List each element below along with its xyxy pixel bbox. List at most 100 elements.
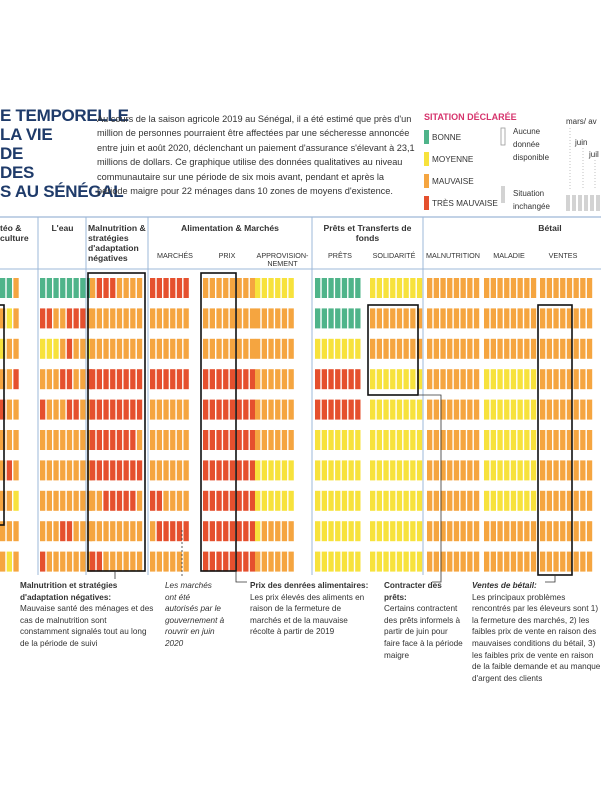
cell-ventes-r6-c2: [546, 430, 552, 450]
cell-malnutrition-r3-c1: [90, 338, 96, 359]
cell-maladie-r9-c7: [524, 521, 530, 542]
cell-approvisionnement-r7-c1: [255, 460, 261, 481]
cell-marches-r2-c1: [150, 308, 156, 329]
cell-prix-r7-c3: [216, 460, 222, 481]
cell-malnutrition-r7-c3: [103, 460, 109, 481]
cell-malnutrition-r9-c4: [110, 521, 116, 542]
cell-solidarite-r6-c6: [403, 430, 409, 450]
cell-eau-r6-c3: [53, 430, 59, 450]
cell-malnutrition-r5-c2: [96, 399, 102, 420]
legend-swatch-3: [424, 174, 429, 188]
cell-maladie-r9-c2: [490, 521, 496, 542]
cell-ventes-r7-c4: [560, 460, 566, 481]
cell-malnutrition-r1-c4: [110, 278, 116, 298]
cell-prets-r5-c6: [348, 399, 354, 420]
cell-prets-r3-c7: [355, 338, 361, 359]
cell-solidarite-r7-c5: [396, 460, 403, 481]
cell-prets-r9-c7: [355, 521, 361, 542]
cell-marches-r6-c5: [176, 430, 183, 450]
cell-eau-r6-c1: [40, 430, 46, 450]
cell-maladie-r3-c4: [504, 338, 510, 359]
cell-eau-r8-c8: [86, 490, 93, 511]
cell-betail-malnutrition-r2-c8: [473, 308, 480, 329]
cell-eau-r1-c7: [80, 278, 86, 298]
legend-month-cell-3: [578, 195, 582, 211]
cell-prix-r7-c7: [243, 460, 249, 481]
cell-ventes-r9-c2: [546, 521, 552, 542]
cell-betail-malnutrition-r4-c1: [427, 369, 433, 390]
cell-approvisionnement-r1-c3: [268, 278, 274, 298]
cell-maladie-r1-c8: [530, 278, 537, 298]
cell-solidarite-r3-c2: [376, 338, 382, 359]
cell-eau-r9-c1: [40, 521, 46, 542]
cell-prets-r5-c5: [341, 399, 348, 420]
cell-marches-r3-c4: [170, 338, 176, 359]
cell-prix-r8-c3: [216, 490, 222, 511]
cell-maladie-r10-c8: [530, 551, 537, 572]
cell-solidarite-r5-c2: [376, 399, 382, 420]
cell-betail-malnutrition-r6-c6: [460, 430, 466, 450]
cell-ventes-r8-c8: [586, 490, 593, 511]
cell-betail-malnutrition-r2-c3: [440, 308, 446, 329]
cell-marches-r8-c6: [183, 490, 189, 511]
chart-description: Au cours de la saison agricole 2019 au S…: [97, 114, 415, 197]
cell-maladie-r2-c6: [517, 308, 523, 329]
cell-prets-r7-c5: [341, 460, 348, 481]
cell-prix-r2-c6: [236, 308, 242, 329]
cell-prets-r10-c4: [335, 551, 341, 572]
cell-marches-r4-c4: [170, 369, 176, 390]
cell-eau-r1-c2: [46, 278, 52, 298]
cell-maladie-r7-c5: [510, 460, 517, 481]
cell-malnutrition-r4-c6: [123, 369, 129, 390]
cell-approvisionnement-r4-c1: [255, 369, 261, 390]
cell-eau-r8-c4: [60, 490, 66, 511]
cell-solidarite-r5-c1: [370, 399, 376, 420]
cell-prix-r6-c1: [203, 430, 209, 450]
cell-ventes-r1-c1: [540, 278, 546, 298]
cell-prix-r4-c6: [236, 369, 242, 390]
cell-solidarite-r8-c6: [403, 490, 409, 511]
cell-prets-r3-c6: [348, 338, 354, 359]
cell-prix-r1-c6: [236, 278, 242, 298]
cell-eau-r3-c2: [46, 338, 52, 359]
cell-ventes-r9-c3: [553, 521, 559, 542]
cell-ventes-r3-c7: [580, 338, 586, 359]
cell-ventes-r5-c2: [546, 399, 552, 420]
cell-meteo-r2-c2: [6, 308, 12, 329]
cell-prets-r2-c5: [341, 308, 348, 329]
cell-eau-r6-c5: [66, 430, 73, 450]
cell-approvisionnement-r2-c4: [275, 308, 281, 329]
cell-maladie-r8-c2: [490, 490, 496, 511]
cell-marches-r5-c4: [170, 399, 176, 420]
cell-betail-malnutrition-r10-c3: [440, 551, 446, 572]
cell-meteo-r10-c2: [6, 551, 12, 572]
cell-maladie-r4-c1: [484, 369, 490, 390]
cell-betail-malnutrition-r1-c3: [440, 278, 446, 298]
cell-meteo-r8-c1: [0, 490, 6, 511]
cell-prix-r6-c3: [216, 430, 222, 450]
cell-approvisionnement-r6-c5: [281, 430, 288, 450]
cell-maladie-r9-c5: [510, 521, 517, 542]
highlight-box-solidarite: [367, 304, 419, 396]
cell-malnutrition-r10-c4: [110, 551, 116, 572]
cell-meteo-r5-c2: [6, 399, 12, 420]
annotation-ventes-text: Les principaux problèmes rencontrés par …: [472, 592, 601, 683]
cell-approvisionnement-r10-c2: [261, 551, 267, 572]
cell-solidarite-r4-c8: [416, 369, 423, 390]
cell-solidarite-r9-c1: [370, 521, 376, 542]
cell-ventes-r7-c7: [580, 460, 586, 481]
cell-malnutrition-r2-c8: [136, 308, 143, 329]
cell-betail-malnutrition-r8-c5: [453, 490, 460, 511]
cell-maladie-r6-c6: [517, 430, 523, 450]
cell-prix-r2-c8: [249, 308, 256, 329]
legend-month-tick-1: juin: [574, 138, 587, 147]
annotation-ventes: Ventes de bétail: Les principaux problèm…: [472, 580, 601, 684]
cell-eau-r10-c3: [53, 551, 59, 572]
cell-betail-malnutrition-r5-c4: [447, 399, 453, 420]
highlight-box-malnutrition: [87, 272, 146, 572]
cell-betail-malnutrition-r8-c2: [433, 490, 439, 511]
cell-prets-r2-c7: [355, 308, 361, 329]
cell-solidarite-r10-c4: [390, 551, 396, 572]
cell-ventes-r1-c4: [560, 278, 566, 298]
